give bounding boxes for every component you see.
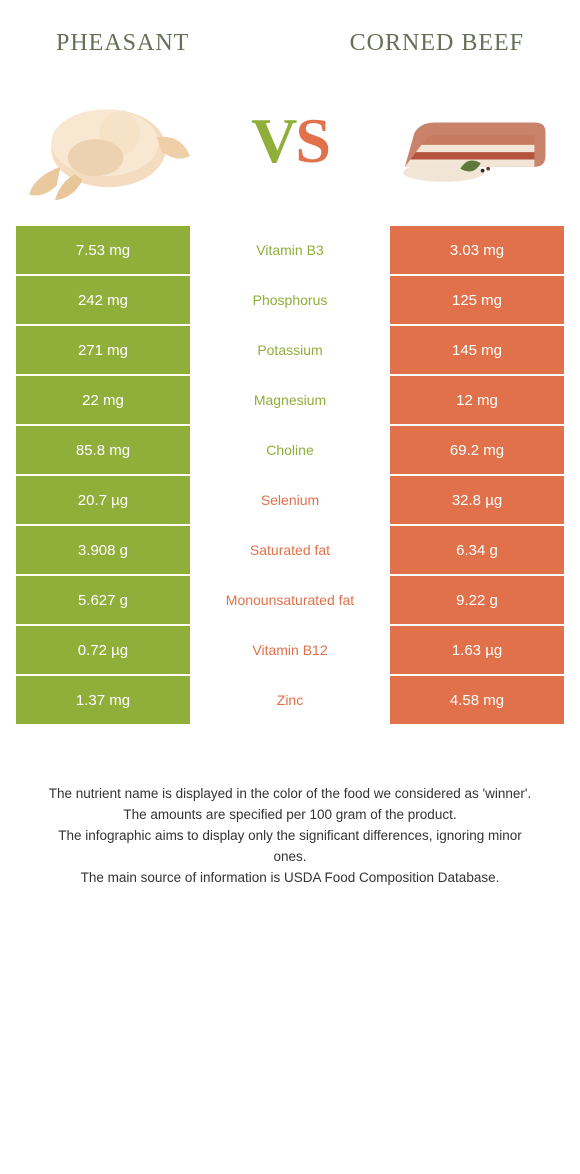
infographic: Pheasant Corned Beef V S (0, 0, 580, 919)
left-value: 271 mg (16, 324, 190, 374)
pheasant-image (16, 76, 201, 206)
nutrient-label: Choline (190, 424, 390, 474)
nutrient-label: Zinc (190, 674, 390, 724)
nutrient-label: Phosphorus (190, 274, 390, 324)
table-row: 85.8 mgCholine69.2 mg (16, 424, 564, 474)
nutrient-label: Vitamin B3 (190, 224, 390, 274)
right-title: Corned Beef (350, 28, 524, 58)
left-value: 22 mg (16, 374, 190, 424)
footer-notes: The nutrient name is displayed in the co… (16, 724, 564, 889)
right-value: 32.8 µg (390, 474, 564, 524)
left-value: 1.37 mg (16, 674, 190, 724)
table-row: 1.37 mgZinc4.58 mg (16, 674, 564, 724)
left-value: 0.72 µg (16, 624, 190, 674)
table-row: 20.7 µgSelenium32.8 µg (16, 474, 564, 524)
nutrient-label: Saturated fat (190, 524, 390, 574)
left-value: 20.7 µg (16, 474, 190, 524)
right-value: 12 mg (390, 374, 564, 424)
left-value: 7.53 mg (16, 224, 190, 274)
footer-line: The main source of information is USDA F… (40, 868, 540, 889)
table-row: 0.72 µgVitamin B121.63 µg (16, 624, 564, 674)
vs-s: S (295, 104, 329, 178)
title-row: Pheasant Corned Beef (16, 0, 564, 70)
vs-label: V S (251, 104, 329, 178)
nutrient-label: Monounsaturated fat (190, 574, 390, 624)
left-value: 5.627 g (16, 574, 190, 624)
table-row: 271 mgPotassium145 mg (16, 324, 564, 374)
table-row: 22 mgMagnesium12 mg (16, 374, 564, 424)
nutrient-label: Potassium (190, 324, 390, 374)
right-value: 3.03 mg (390, 224, 564, 274)
nutrient-label: Vitamin B12 (190, 624, 390, 674)
right-value: 69.2 mg (390, 424, 564, 474)
right-value: 9.22 g (390, 574, 564, 624)
right-value: 4.58 mg (390, 674, 564, 724)
right-value: 6.34 g (390, 524, 564, 574)
left-title: Pheasant (56, 28, 189, 58)
footer-line: The amounts are specified per 100 gram o… (40, 805, 540, 826)
left-value: 3.908 g (16, 524, 190, 574)
right-value: 145 mg (390, 324, 564, 374)
left-value: 242 mg (16, 274, 190, 324)
corned-beef-image (379, 76, 564, 206)
nutrient-label: Magnesium (190, 374, 390, 424)
footer-line: The nutrient name is displayed in the co… (40, 784, 540, 805)
nutrient-label: Selenium (190, 474, 390, 524)
table-row: 7.53 mgVitamin B33.03 mg (16, 224, 564, 274)
nutrient-table: 7.53 mgVitamin B33.03 mg242 mgPhosphorus… (16, 224, 564, 724)
table-row: 3.908 gSaturated fat6.34 g (16, 524, 564, 574)
table-row: 242 mgPhosphorus125 mg (16, 274, 564, 324)
footer-line: The infographic aims to display only the… (40, 826, 540, 868)
left-value: 85.8 mg (16, 424, 190, 474)
right-value: 1.63 µg (390, 624, 564, 674)
table-row: 5.627 gMonounsaturated fat9.22 g (16, 574, 564, 624)
vs-v: V (251, 104, 295, 178)
hero-row: V S (16, 70, 564, 224)
right-value: 125 mg (390, 274, 564, 324)
